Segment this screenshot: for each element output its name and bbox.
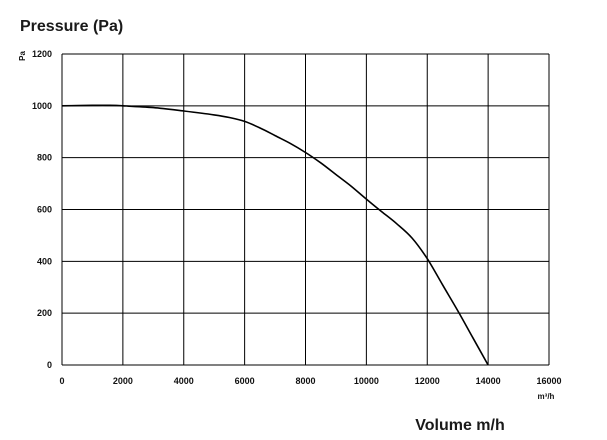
y-tick-label: 200 xyxy=(37,308,52,318)
x-tick-label: 4000 xyxy=(174,376,194,386)
x-tick-label: 2000 xyxy=(113,376,133,386)
x-tick-label: 0 xyxy=(59,376,64,386)
chart-title: Pressure (Pa) xyxy=(20,18,123,35)
y-tick-label: 0 xyxy=(47,360,52,370)
x-tick-label: 16000 xyxy=(536,376,561,386)
y-tick-label: 1000 xyxy=(32,101,52,111)
x-tick-label: 14000 xyxy=(476,376,501,386)
x-axis-title: Volume m/h xyxy=(415,417,505,434)
x-axis-unit: m³/h xyxy=(538,392,555,401)
y-tick-labels: 0 200 400 600 800 1000 1200 xyxy=(32,49,52,370)
y-tick-label: 600 xyxy=(37,205,52,215)
series-line xyxy=(61,104,489,366)
grid xyxy=(61,53,550,366)
x-tick-label: 8000 xyxy=(295,376,315,386)
x-tick-label: 10000 xyxy=(354,376,379,386)
y-tick-label: 1200 xyxy=(32,49,52,59)
x-tick-labels: 0 2000 4000 6000 8000 10000 12000 14000 16000 xyxy=(59,376,561,386)
y-axis-label: Pa xyxy=(18,51,27,61)
series-group xyxy=(61,104,489,366)
x-tick-label: 12000 xyxy=(415,376,440,386)
x-tick-label: 6000 xyxy=(235,376,255,386)
y-tick-label: 400 xyxy=(37,256,52,266)
y-tick-label: 800 xyxy=(37,153,52,163)
